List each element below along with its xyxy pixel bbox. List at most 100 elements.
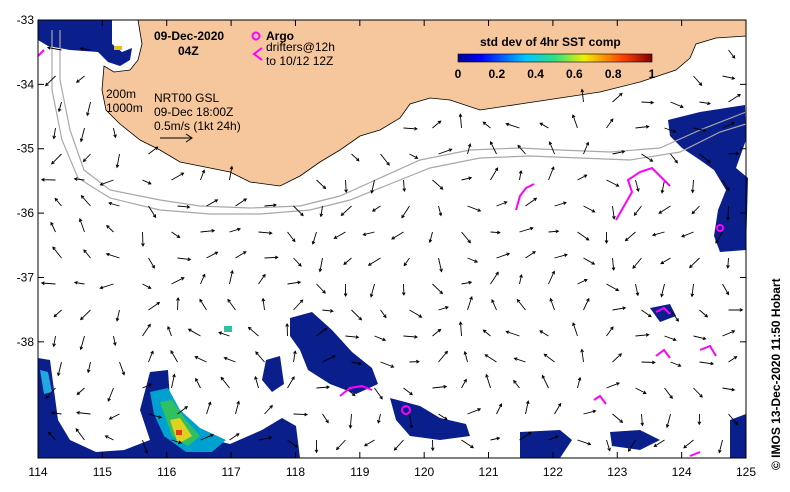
current-arrow <box>148 301 161 311</box>
current-arrow <box>612 92 623 103</box>
current-arrow <box>367 257 381 266</box>
y-tick-label: -33 <box>17 13 35 27</box>
current-arrow <box>148 257 155 269</box>
current-arrow <box>318 257 323 273</box>
current-arrow <box>171 172 185 181</box>
current-arrow <box>699 361 715 366</box>
current-arrow <box>293 412 309 417</box>
current-arrow <box>119 361 126 376</box>
current-arrow <box>142 179 152 185</box>
product-label: NRT00 GSL <box>154 91 219 105</box>
current-arrow <box>496 403 503 415</box>
current-arrow <box>543 353 555 363</box>
y-tick-label: -35 <box>17 142 35 156</box>
current-arrow <box>653 439 665 448</box>
drifter-tracks <box>37 49 717 457</box>
current-arrow <box>491 299 497 311</box>
current-arrow <box>463 350 468 363</box>
current-arrow <box>52 246 62 259</box>
current-arrow <box>171 277 185 285</box>
current-arrow <box>401 283 406 296</box>
current-arrow <box>170 350 178 363</box>
current-arrow <box>369 283 375 298</box>
y-axis: -33 -34 -35 -36 -37 -38 <box>17 13 746 349</box>
current-arrow <box>728 413 739 426</box>
current-arrow <box>580 88 585 103</box>
current-arrow <box>490 230 501 235</box>
current-arrow <box>670 361 682 367</box>
current-arrow <box>606 118 614 129</box>
current-arrow <box>402 179 407 193</box>
current-arrow <box>697 413 702 426</box>
current-arrow <box>612 413 624 424</box>
current-arrow <box>467 257 479 263</box>
current-arrow <box>287 231 296 243</box>
current-arrow <box>344 179 348 194</box>
current-arrow <box>525 251 536 259</box>
current-arrow <box>206 401 212 415</box>
x-tick-label: 120 <box>414 465 434 479</box>
current-arrow <box>632 257 642 269</box>
current-arrow <box>728 356 738 363</box>
date-label: 09-Dec-2020 <box>154 29 224 43</box>
current-arrow <box>660 257 671 265</box>
current-arrow <box>235 400 240 415</box>
current-arrow <box>438 350 449 363</box>
current-arrow <box>316 283 326 294</box>
current-arrow <box>484 354 497 363</box>
current-arrow <box>200 169 206 181</box>
current-arrow <box>322 355 336 363</box>
current-arrow <box>691 205 700 215</box>
current-arrow <box>45 387 56 399</box>
current-arrow <box>374 335 387 342</box>
current-arrow <box>314 440 319 454</box>
current-arrow <box>665 413 671 429</box>
current-arrow <box>171 373 176 389</box>
current-arrow <box>380 361 395 368</box>
current-arrow <box>53 309 62 318</box>
current-arrow <box>577 439 592 446</box>
current-arrow <box>343 283 348 298</box>
current-arrow <box>458 113 463 129</box>
x-tick-label: 125 <box>736 465 756 479</box>
current-arrow <box>393 439 404 451</box>
y-tick-label: -37 <box>17 270 35 284</box>
current-arrow <box>223 356 236 363</box>
current-arrow <box>40 281 56 286</box>
x-tick-label: 123 <box>607 465 627 479</box>
current-arrow <box>113 335 117 347</box>
current-arrow <box>430 439 435 452</box>
current-arrow <box>86 361 91 374</box>
current-arrow <box>496 252 511 259</box>
colorbar-tick-label: 0.4 <box>527 67 544 81</box>
current-arrow <box>577 278 588 285</box>
current-arrow <box>409 153 419 159</box>
current-arrow <box>699 309 709 318</box>
current-arrow <box>612 306 627 311</box>
current-arrow <box>627 439 636 453</box>
current-arrow <box>518 169 523 181</box>
current-arrow <box>258 273 266 285</box>
current-arrow <box>229 227 241 233</box>
current-arrow <box>490 436 501 441</box>
current-arrow <box>519 226 534 233</box>
scale-label: 0.5m/s (1kt 24h) <box>154 119 241 133</box>
current-arrow <box>322 413 329 424</box>
current-arrow <box>722 387 736 392</box>
current-arrow <box>548 166 555 181</box>
drifter-legend-label-1: drifters@12h <box>266 40 335 54</box>
product-time-label: 09-Dec 18:00Z <box>154 105 233 119</box>
current-arrow <box>108 201 120 207</box>
current-arrow <box>658 205 671 214</box>
current-arrow <box>227 298 236 311</box>
current-arrow <box>461 231 471 244</box>
current-arrow <box>438 306 449 311</box>
current-arrow <box>79 335 85 351</box>
current-arrow <box>722 122 736 129</box>
x-tick-label: 115 <box>93 465 112 479</box>
current-arrow <box>467 143 472 155</box>
current-arrow <box>293 205 304 217</box>
current-arrow <box>351 361 362 366</box>
current-arrow <box>541 374 549 389</box>
